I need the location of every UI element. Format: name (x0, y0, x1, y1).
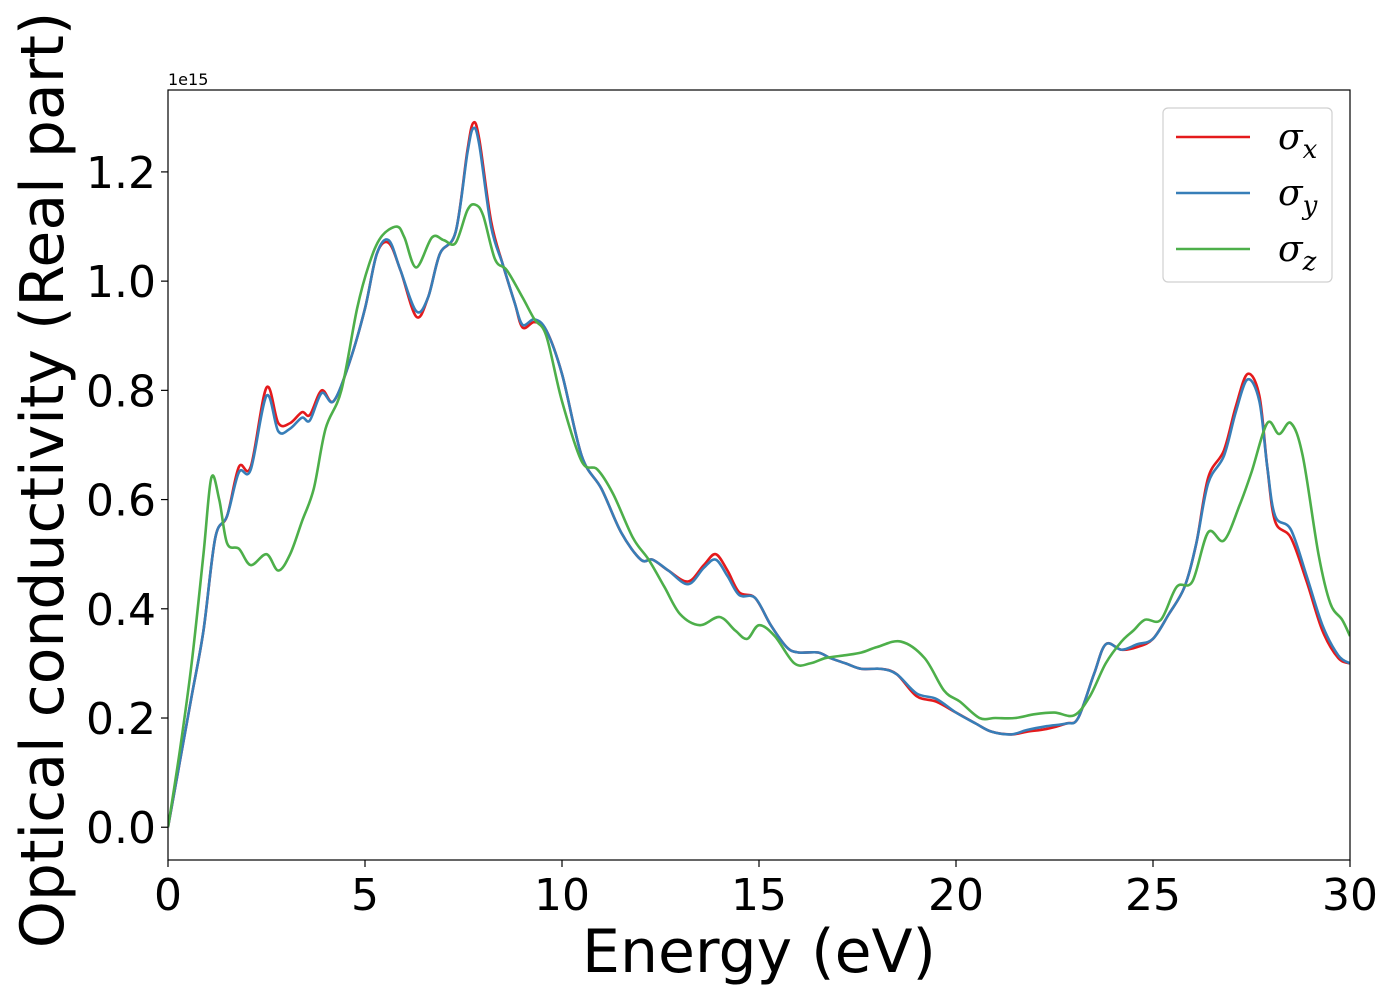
x-tick-label: 5 (351, 870, 379, 921)
x-axis-title: Energy (eV) (582, 917, 936, 987)
y-axis-title: Optical conductivity (Real part) (8, 12, 78, 949)
x-axis-ticks: 0 5 10 15 20 25 30 (154, 860, 1378, 921)
y-tick-label: 0.2 (86, 694, 156, 745)
series-line-sigma-y (168, 126, 1350, 828)
series-line-sigma-z (168, 202, 1350, 828)
series-layer (168, 120, 1350, 828)
x-tick-label: 30 (1322, 870, 1378, 921)
y-tick-label: 0.0 (86, 803, 156, 854)
y-axis-ticks: 0.0 0.2 0.4 0.6 0.8 1.0 1.2 (86, 148, 168, 854)
x-tick-label: 10 (534, 870, 590, 921)
y-tick-label: 0.8 (86, 366, 156, 417)
y-offset-label: 1e15 (168, 70, 208, 89)
x-tick-label: 15 (731, 870, 787, 921)
x-tick-label: 20 (928, 870, 984, 921)
y-tick-label: 0.6 (86, 476, 156, 527)
x-tick-label: 0 (154, 870, 182, 921)
y-tick-label: 1.2 (86, 148, 156, 199)
y-tick-label: 1.0 (86, 257, 156, 308)
plot-background (168, 90, 1350, 860)
x-tick-label: 25 (1125, 870, 1181, 921)
y-tick-label: 0.4 (86, 585, 156, 636)
legend-box (1162, 107, 1333, 283)
